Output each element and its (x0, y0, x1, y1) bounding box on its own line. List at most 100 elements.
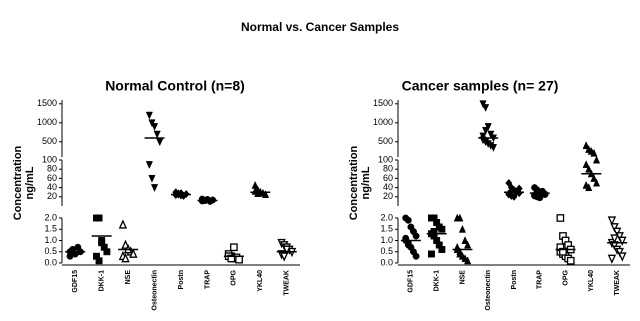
x-tick-label: TWEAK (614, 270, 621, 296)
data-point (428, 250, 435, 258)
y-tick-label: 20 (383, 191, 393, 201)
x-tick-label: OPG (231, 269, 238, 285)
data-point (618, 236, 627, 246)
y-tick-label: 0.0 (380, 257, 393, 267)
data-point (566, 256, 575, 265)
y-tick-label: 2.0 (380, 212, 393, 222)
data-point (461, 236, 469, 244)
x-tick-label: OPG (562, 269, 569, 285)
data-point (148, 174, 156, 183)
data-point (458, 224, 467, 233)
data-point (129, 248, 138, 258)
y-tick-label: 40 (383, 182, 393, 192)
data-point (615, 247, 624, 258)
data-point (118, 219, 128, 229)
x-tick-label: TWEAK (284, 270, 291, 296)
data-point (230, 243, 238, 252)
y-tick-label: 80 (383, 164, 393, 174)
data-point (484, 123, 492, 132)
data-point (479, 132, 487, 141)
data-point (235, 255, 243, 264)
data-point (592, 155, 601, 164)
y-tick-label: 2.0 (44, 212, 57, 222)
figure-title: Normal vs. Cancer Samples (241, 20, 399, 34)
data-point (482, 104, 490, 113)
data-point (541, 190, 549, 198)
data-point (590, 148, 598, 157)
data-point (585, 164, 593, 173)
y-tick-label: 1000 (373, 117, 393, 127)
y-tick-label: 1500 (373, 98, 393, 108)
data-point (438, 225, 446, 233)
y-axis-label: Concentration (12, 145, 24, 220)
x-tick-label: YKL40 (257, 270, 264, 292)
data-point (150, 184, 159, 193)
y-tick-label: 1.5 (44, 224, 57, 234)
panel-title: Cancer samples (n= 27) (402, 78, 559, 94)
data-point (430, 228, 438, 235)
y-tick-label: 100 (42, 154, 57, 164)
data-point (98, 237, 106, 244)
data-point (582, 141, 590, 150)
x-tick-label: DKK-1 (434, 270, 441, 291)
x-tick-label: GDF15 (72, 270, 79, 293)
data-point (145, 161, 153, 170)
data-point (610, 234, 619, 244)
data-point (203, 196, 211, 204)
x-tick-label: DKK-1 (99, 270, 106, 291)
data-point (261, 190, 270, 198)
data-point (482, 126, 490, 135)
data-point (153, 130, 161, 139)
x-tick-label: TRAP (204, 270, 211, 289)
data-point (227, 254, 236, 263)
y-tick-label: 80 (47, 164, 57, 174)
data-point (582, 160, 590, 169)
data-point (487, 130, 495, 139)
x-tick-label: Osteonectin (485, 270, 492, 310)
data-point (556, 214, 565, 222)
y-tick-label: 1.0 (44, 235, 57, 245)
x-tick-label: GDF15 (408, 270, 415, 293)
data-point (282, 245, 291, 255)
data-point (456, 213, 464, 222)
data-point (610, 223, 619, 233)
data-point (456, 249, 464, 258)
data-point (453, 242, 461, 251)
data-point (279, 252, 289, 262)
y-tick-label: 0.5 (44, 246, 57, 256)
y-tick-label: 60 (383, 173, 393, 183)
data-point (533, 188, 541, 196)
data-point (464, 256, 472, 265)
y-axis-label: ng/mL (360, 166, 372, 199)
data-point (585, 183, 593, 192)
y-tick-label: 1.0 (380, 235, 393, 245)
y-tick-label: 1.5 (380, 224, 393, 234)
data-point (489, 144, 498, 152)
y-tick-label: 0.5 (380, 246, 393, 256)
panel: Cancer samples (n= 27) Concentration ng/mL… (348, 78, 630, 310)
data-point (121, 253, 130, 263)
y-tick-label: 20 (47, 191, 57, 201)
data-point (592, 178, 601, 187)
data-point (412, 252, 420, 260)
data-point (95, 257, 103, 265)
x-tick-label: TRAP (537, 270, 544, 289)
y-axis-label: Concentration (348, 145, 360, 220)
data-point (607, 216, 617, 226)
x-tick-label: Postn (511, 270, 518, 289)
data-point (103, 248, 111, 256)
data-point (618, 252, 627, 262)
data-point (150, 123, 159, 132)
data-point (507, 186, 515, 195)
x-tick-label: Osteonectin (151, 270, 158, 310)
x-tick-label: NSE (459, 270, 466, 285)
y-tick-label: 1000 (37, 117, 57, 127)
y-tick-label: 0.0 (44, 257, 57, 267)
data-point (479, 100, 487, 109)
x-tick-label: Postn (178, 270, 185, 289)
panel: Normal Control (n=8) Concentration ng/mL 0.… (12, 78, 300, 310)
data-point (559, 247, 567, 256)
x-tick-label: YKL40 (588, 270, 595, 292)
data-point (612, 227, 622, 237)
